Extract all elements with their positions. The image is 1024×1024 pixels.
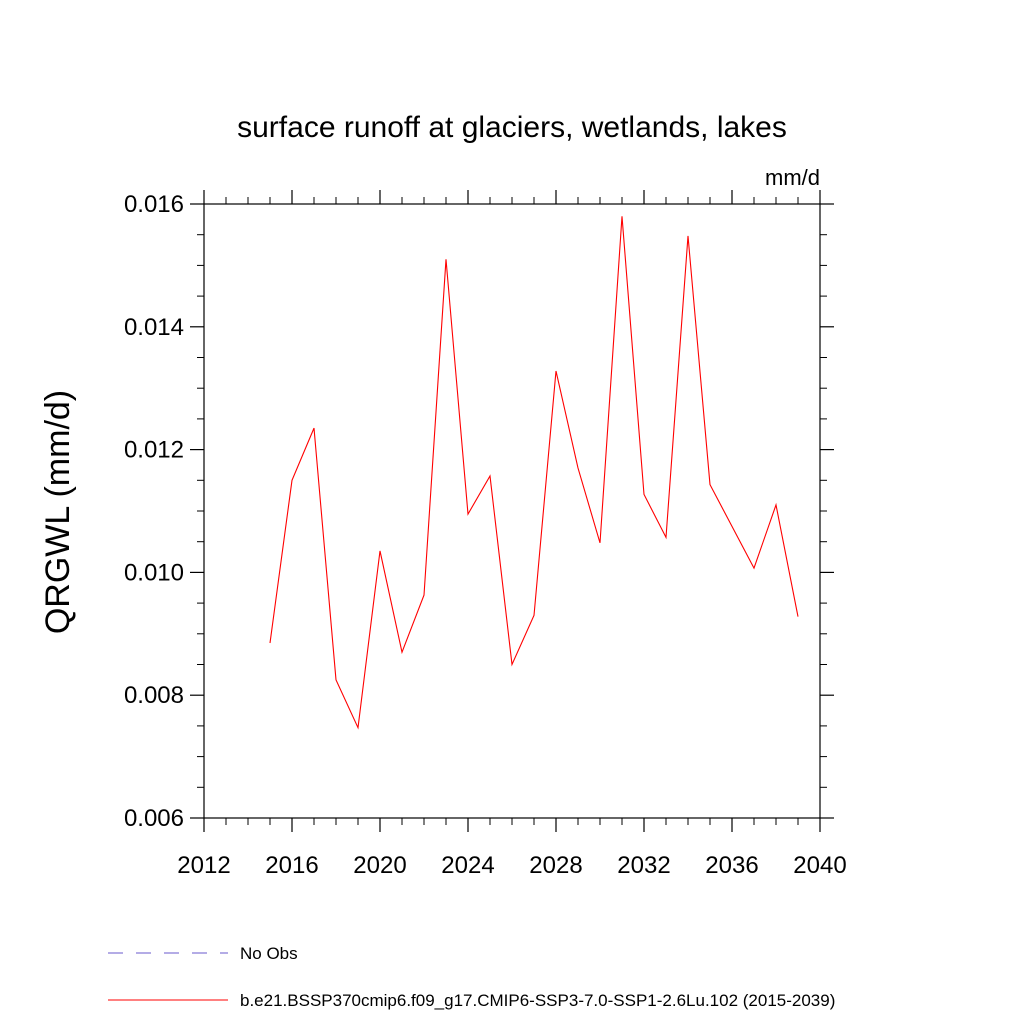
y-tick-label: 0.014 <box>124 314 184 341</box>
units-label: mm/d <box>765 165 820 190</box>
y-tick-label: 0.010 <box>124 559 184 586</box>
x-tick-label: 2028 <box>529 852 582 879</box>
x-tick-label: 2040 <box>793 852 846 879</box>
y-tick-label: 0.016 <box>124 191 184 218</box>
legend-label: No Obs <box>240 944 298 963</box>
y-axis-label: QRGWL (mm/d) <box>39 390 77 634</box>
plot-frame <box>203 203 821 819</box>
series-line <box>269 216 799 730</box>
x-tick-label: 2012 <box>177 852 230 879</box>
x-tick-label: 2020 <box>353 852 406 879</box>
x-tick-label: 2036 <box>705 852 758 879</box>
y-tick-label: 0.006 <box>124 805 184 832</box>
x-tick-label: 2024 <box>441 852 494 879</box>
x-tick-label: 2032 <box>617 852 670 879</box>
y-tick-label: 0.008 <box>124 682 184 709</box>
y-tick-label: 0.012 <box>124 437 184 464</box>
legend-label: b.e21.BSSP370cmip6.f09_g17.CMIP6-SSP3-7.… <box>240 991 835 1010</box>
x-tick-label: 2016 <box>265 852 318 879</box>
chart-title: surface runoff at glaciers, wetlands, la… <box>237 111 787 144</box>
